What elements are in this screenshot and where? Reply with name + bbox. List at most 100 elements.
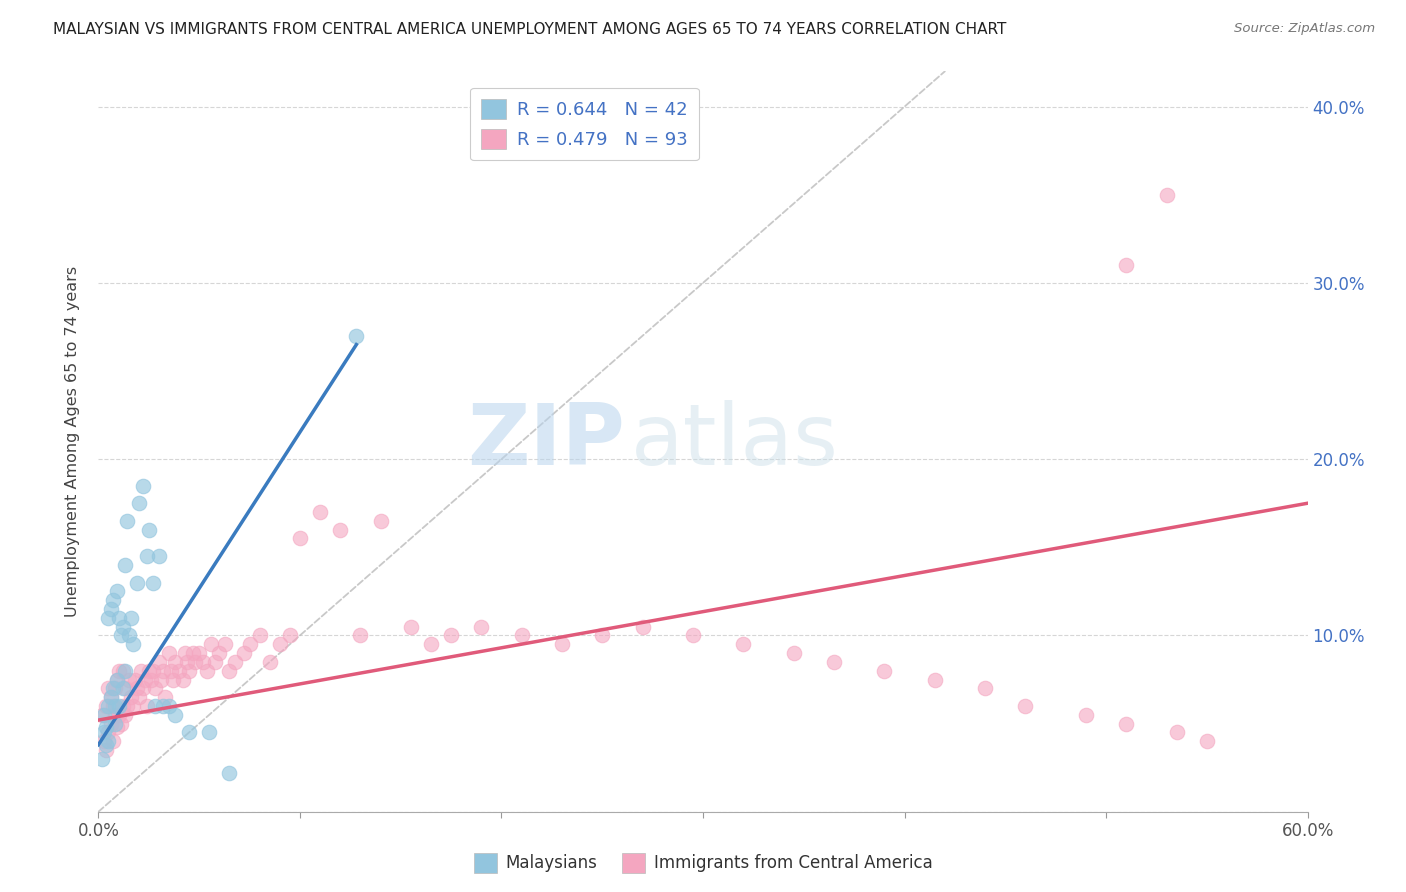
Point bbox=[115, 514, 138, 528]
Point bbox=[152, 698, 174, 713]
Point bbox=[105, 673, 128, 687]
Point bbox=[139, 673, 162, 687]
Point bbox=[118, 673, 141, 687]
Point bbox=[218, 766, 240, 780]
Point bbox=[114, 558, 136, 572]
Point bbox=[152, 664, 174, 678]
Point bbox=[143, 681, 166, 696]
Point bbox=[135, 549, 157, 563]
Point bbox=[118, 628, 141, 642]
Point bbox=[974, 681, 997, 696]
Point bbox=[1074, 707, 1097, 722]
Point bbox=[129, 664, 152, 678]
Point bbox=[204, 655, 226, 669]
Point bbox=[93, 725, 115, 739]
Point bbox=[259, 655, 281, 669]
Point bbox=[470, 619, 492, 633]
Point bbox=[107, 698, 129, 713]
Point bbox=[188, 646, 211, 660]
Point bbox=[172, 673, 194, 687]
Point bbox=[184, 655, 207, 669]
Point bbox=[163, 655, 186, 669]
Point bbox=[96, 743, 118, 757]
Point bbox=[93, 734, 115, 748]
Point bbox=[176, 655, 198, 669]
Point bbox=[269, 637, 291, 651]
Point bbox=[103, 707, 125, 722]
Point bbox=[105, 584, 128, 599]
Point bbox=[174, 646, 197, 660]
Point bbox=[103, 698, 125, 713]
Point bbox=[105, 673, 128, 687]
Point bbox=[138, 523, 160, 537]
Point bbox=[783, 646, 806, 660]
Point bbox=[682, 628, 704, 642]
Point bbox=[105, 720, 128, 734]
Point bbox=[97, 681, 120, 696]
Point bbox=[107, 707, 129, 722]
Point bbox=[114, 681, 136, 696]
Point bbox=[96, 720, 118, 734]
Point bbox=[349, 628, 371, 642]
Point bbox=[1115, 258, 1137, 272]
Point bbox=[288, 532, 311, 546]
Point bbox=[1014, 698, 1036, 713]
Point bbox=[128, 690, 150, 705]
Point bbox=[107, 611, 129, 625]
Point bbox=[132, 681, 155, 696]
Point bbox=[100, 602, 122, 616]
Point bbox=[208, 646, 231, 660]
Point bbox=[181, 646, 204, 660]
Point bbox=[97, 698, 120, 713]
Point bbox=[103, 716, 125, 731]
Point bbox=[239, 637, 262, 651]
Point bbox=[103, 681, 125, 696]
Point bbox=[162, 673, 184, 687]
Point bbox=[420, 637, 443, 651]
Point bbox=[149, 673, 172, 687]
Y-axis label: Unemployment Among Ages 65 to 74 years: Unemployment Among Ages 65 to 74 years bbox=[65, 266, 80, 617]
Point bbox=[107, 664, 129, 678]
Point bbox=[157, 698, 180, 713]
Point bbox=[121, 698, 143, 713]
Point bbox=[100, 716, 122, 731]
Legend: Malaysians, Immigrants from Central America: Malaysians, Immigrants from Central Amer… bbox=[467, 847, 939, 880]
Point bbox=[591, 628, 613, 642]
Point bbox=[110, 716, 132, 731]
Point bbox=[97, 725, 120, 739]
Text: Source: ZipAtlas.com: Source: ZipAtlas.com bbox=[1234, 22, 1375, 36]
Point bbox=[124, 673, 146, 687]
Point bbox=[167, 664, 190, 678]
Point bbox=[111, 664, 134, 678]
Point bbox=[214, 637, 236, 651]
Point bbox=[278, 628, 301, 642]
Point bbox=[157, 646, 180, 660]
Point bbox=[125, 681, 148, 696]
Point bbox=[1115, 716, 1137, 731]
Point bbox=[91, 752, 114, 766]
Text: ZIP: ZIP bbox=[467, 400, 624, 483]
Point bbox=[125, 575, 148, 590]
Point bbox=[153, 690, 176, 705]
Point bbox=[101, 593, 124, 607]
Point bbox=[101, 734, 124, 748]
Point bbox=[97, 734, 120, 748]
Point bbox=[96, 738, 118, 752]
Point bbox=[120, 611, 142, 625]
Point bbox=[195, 664, 218, 678]
Point bbox=[370, 514, 392, 528]
Point bbox=[114, 664, 136, 678]
Text: atlas: atlas bbox=[630, 400, 838, 483]
Point bbox=[399, 619, 422, 633]
Point bbox=[111, 681, 134, 696]
Point bbox=[551, 637, 574, 651]
Point bbox=[1195, 734, 1218, 748]
Point bbox=[193, 655, 215, 669]
Point bbox=[143, 698, 166, 713]
Point bbox=[111, 698, 134, 713]
Point bbox=[198, 725, 221, 739]
Point bbox=[100, 690, 122, 705]
Point bbox=[1166, 725, 1188, 739]
Point bbox=[733, 637, 755, 651]
Point bbox=[224, 655, 246, 669]
